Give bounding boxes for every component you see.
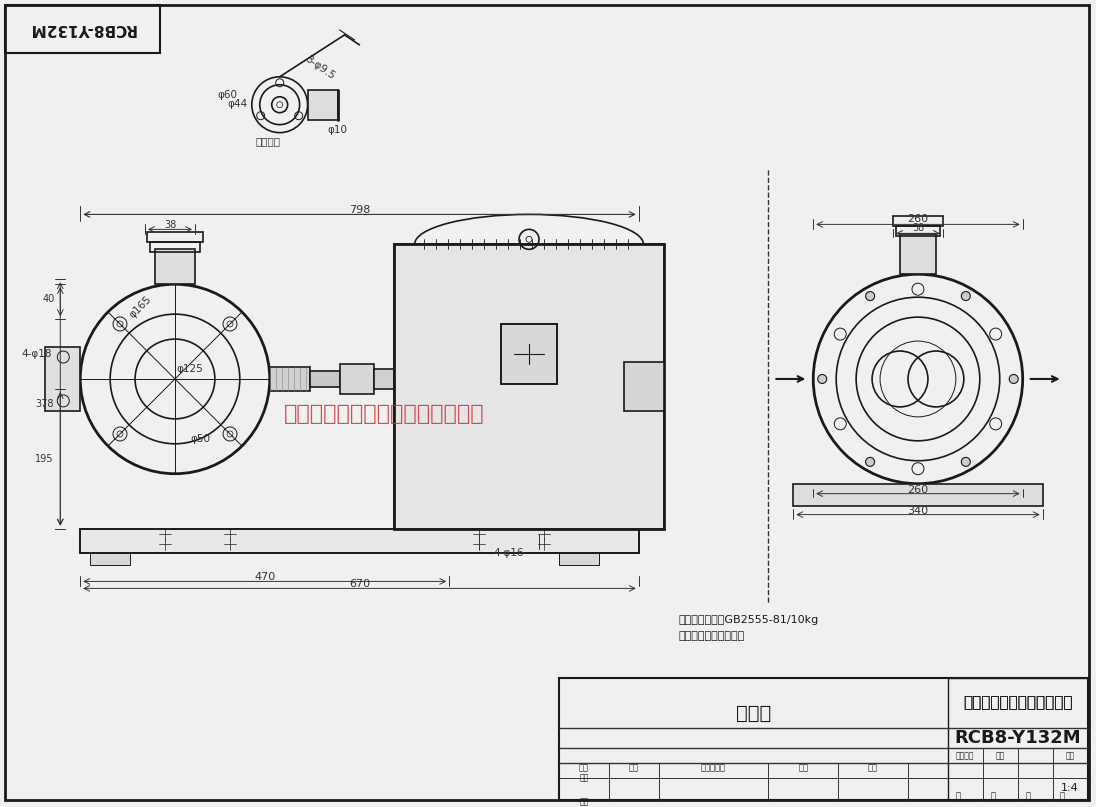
Bar xyxy=(270,367,309,391)
Bar xyxy=(45,347,80,411)
Text: 设计: 设计 xyxy=(580,773,589,782)
Text: 4-φ18: 4-φ18 xyxy=(22,349,53,359)
Text: RCB8-Y132M: RCB8-Y132M xyxy=(955,729,1081,747)
Circle shape xyxy=(866,291,875,300)
Bar xyxy=(900,234,936,274)
Circle shape xyxy=(961,458,970,466)
Text: 470: 470 xyxy=(254,572,275,583)
Bar xyxy=(155,249,195,284)
Text: φ60: φ60 xyxy=(218,90,238,100)
Text: 更改文件号: 更改文件号 xyxy=(701,763,726,772)
Text: 670: 670 xyxy=(349,579,370,589)
Text: 重量: 重量 xyxy=(995,751,1005,760)
Bar xyxy=(395,245,664,529)
Bar xyxy=(794,483,1042,506)
Text: φ10: φ10 xyxy=(328,124,347,135)
Text: φ125: φ125 xyxy=(176,364,204,374)
Text: 340: 340 xyxy=(907,506,928,516)
Bar xyxy=(80,529,639,554)
Bar xyxy=(501,324,557,384)
Text: 张: 张 xyxy=(1060,792,1065,801)
Bar xyxy=(147,232,203,242)
Bar xyxy=(80,529,639,554)
Bar xyxy=(375,369,395,389)
Text: 保温法兰: 保温法兰 xyxy=(255,136,281,147)
Text: φ44: φ44 xyxy=(228,98,248,109)
Text: 数量: 数量 xyxy=(629,763,639,772)
Text: 4-φ16: 4-φ16 xyxy=(494,549,524,558)
Circle shape xyxy=(961,291,970,300)
Bar xyxy=(309,371,340,387)
Bar xyxy=(948,678,1087,800)
Text: 38: 38 xyxy=(912,224,924,233)
Circle shape xyxy=(818,374,826,383)
Text: φ50: φ50 xyxy=(190,434,210,444)
Bar xyxy=(308,90,338,119)
Bar xyxy=(395,245,664,529)
Bar xyxy=(897,227,940,236)
Text: 版权：河北远东泵业制造有限公司: 版权：河北远东泵业制造有限公司 xyxy=(284,404,484,424)
Text: 河北远东泵业制造有限公司: 河北远东泵业制造有限公司 xyxy=(963,696,1073,711)
Text: 38: 38 xyxy=(164,220,176,230)
Circle shape xyxy=(866,458,875,466)
Text: 张: 张 xyxy=(991,792,995,801)
Text: φ165: φ165 xyxy=(127,295,153,320)
Bar xyxy=(559,678,1087,800)
Text: 标记: 标记 xyxy=(579,763,589,772)
Bar xyxy=(624,362,664,412)
Bar xyxy=(150,242,199,253)
Bar xyxy=(501,324,557,384)
Text: 378: 378 xyxy=(35,399,54,409)
Text: 进出口法兰标准GB2555-81/10kg: 进出口法兰标准GB2555-81/10kg xyxy=(678,615,819,625)
Bar xyxy=(893,216,943,227)
Text: 1:4: 1:4 xyxy=(1061,783,1078,792)
Bar xyxy=(559,554,598,566)
Text: 798: 798 xyxy=(349,206,370,215)
Text: 签字: 签字 xyxy=(798,763,808,772)
Text: 3-φ9.5: 3-φ9.5 xyxy=(302,54,336,82)
Bar xyxy=(5,5,160,52)
Text: 河北远东泵业制造有限公司: 河北远东泵业制造有限公司 xyxy=(963,696,1073,711)
Text: 机组图: 机组图 xyxy=(735,704,772,722)
Text: 共: 共 xyxy=(956,792,960,801)
Bar xyxy=(340,364,375,394)
Text: RCB8-Y132M: RCB8-Y132M xyxy=(28,22,136,36)
Text: 保温法兰盘为非标准件: 保温法兰盘为非标准件 xyxy=(678,631,745,642)
Text: 图样标记: 图样标记 xyxy=(956,751,974,760)
Text: 日期: 日期 xyxy=(580,797,589,806)
Text: 第: 第 xyxy=(1025,792,1030,801)
Text: 日期: 日期 xyxy=(868,763,878,772)
Text: 195: 195 xyxy=(35,454,54,464)
Text: 260: 260 xyxy=(907,485,928,495)
Circle shape xyxy=(1009,374,1018,383)
Text: 260: 260 xyxy=(907,215,928,224)
Text: 比例: 比例 xyxy=(1065,751,1075,760)
Text: 40: 40 xyxy=(43,295,55,304)
Bar xyxy=(90,554,130,566)
